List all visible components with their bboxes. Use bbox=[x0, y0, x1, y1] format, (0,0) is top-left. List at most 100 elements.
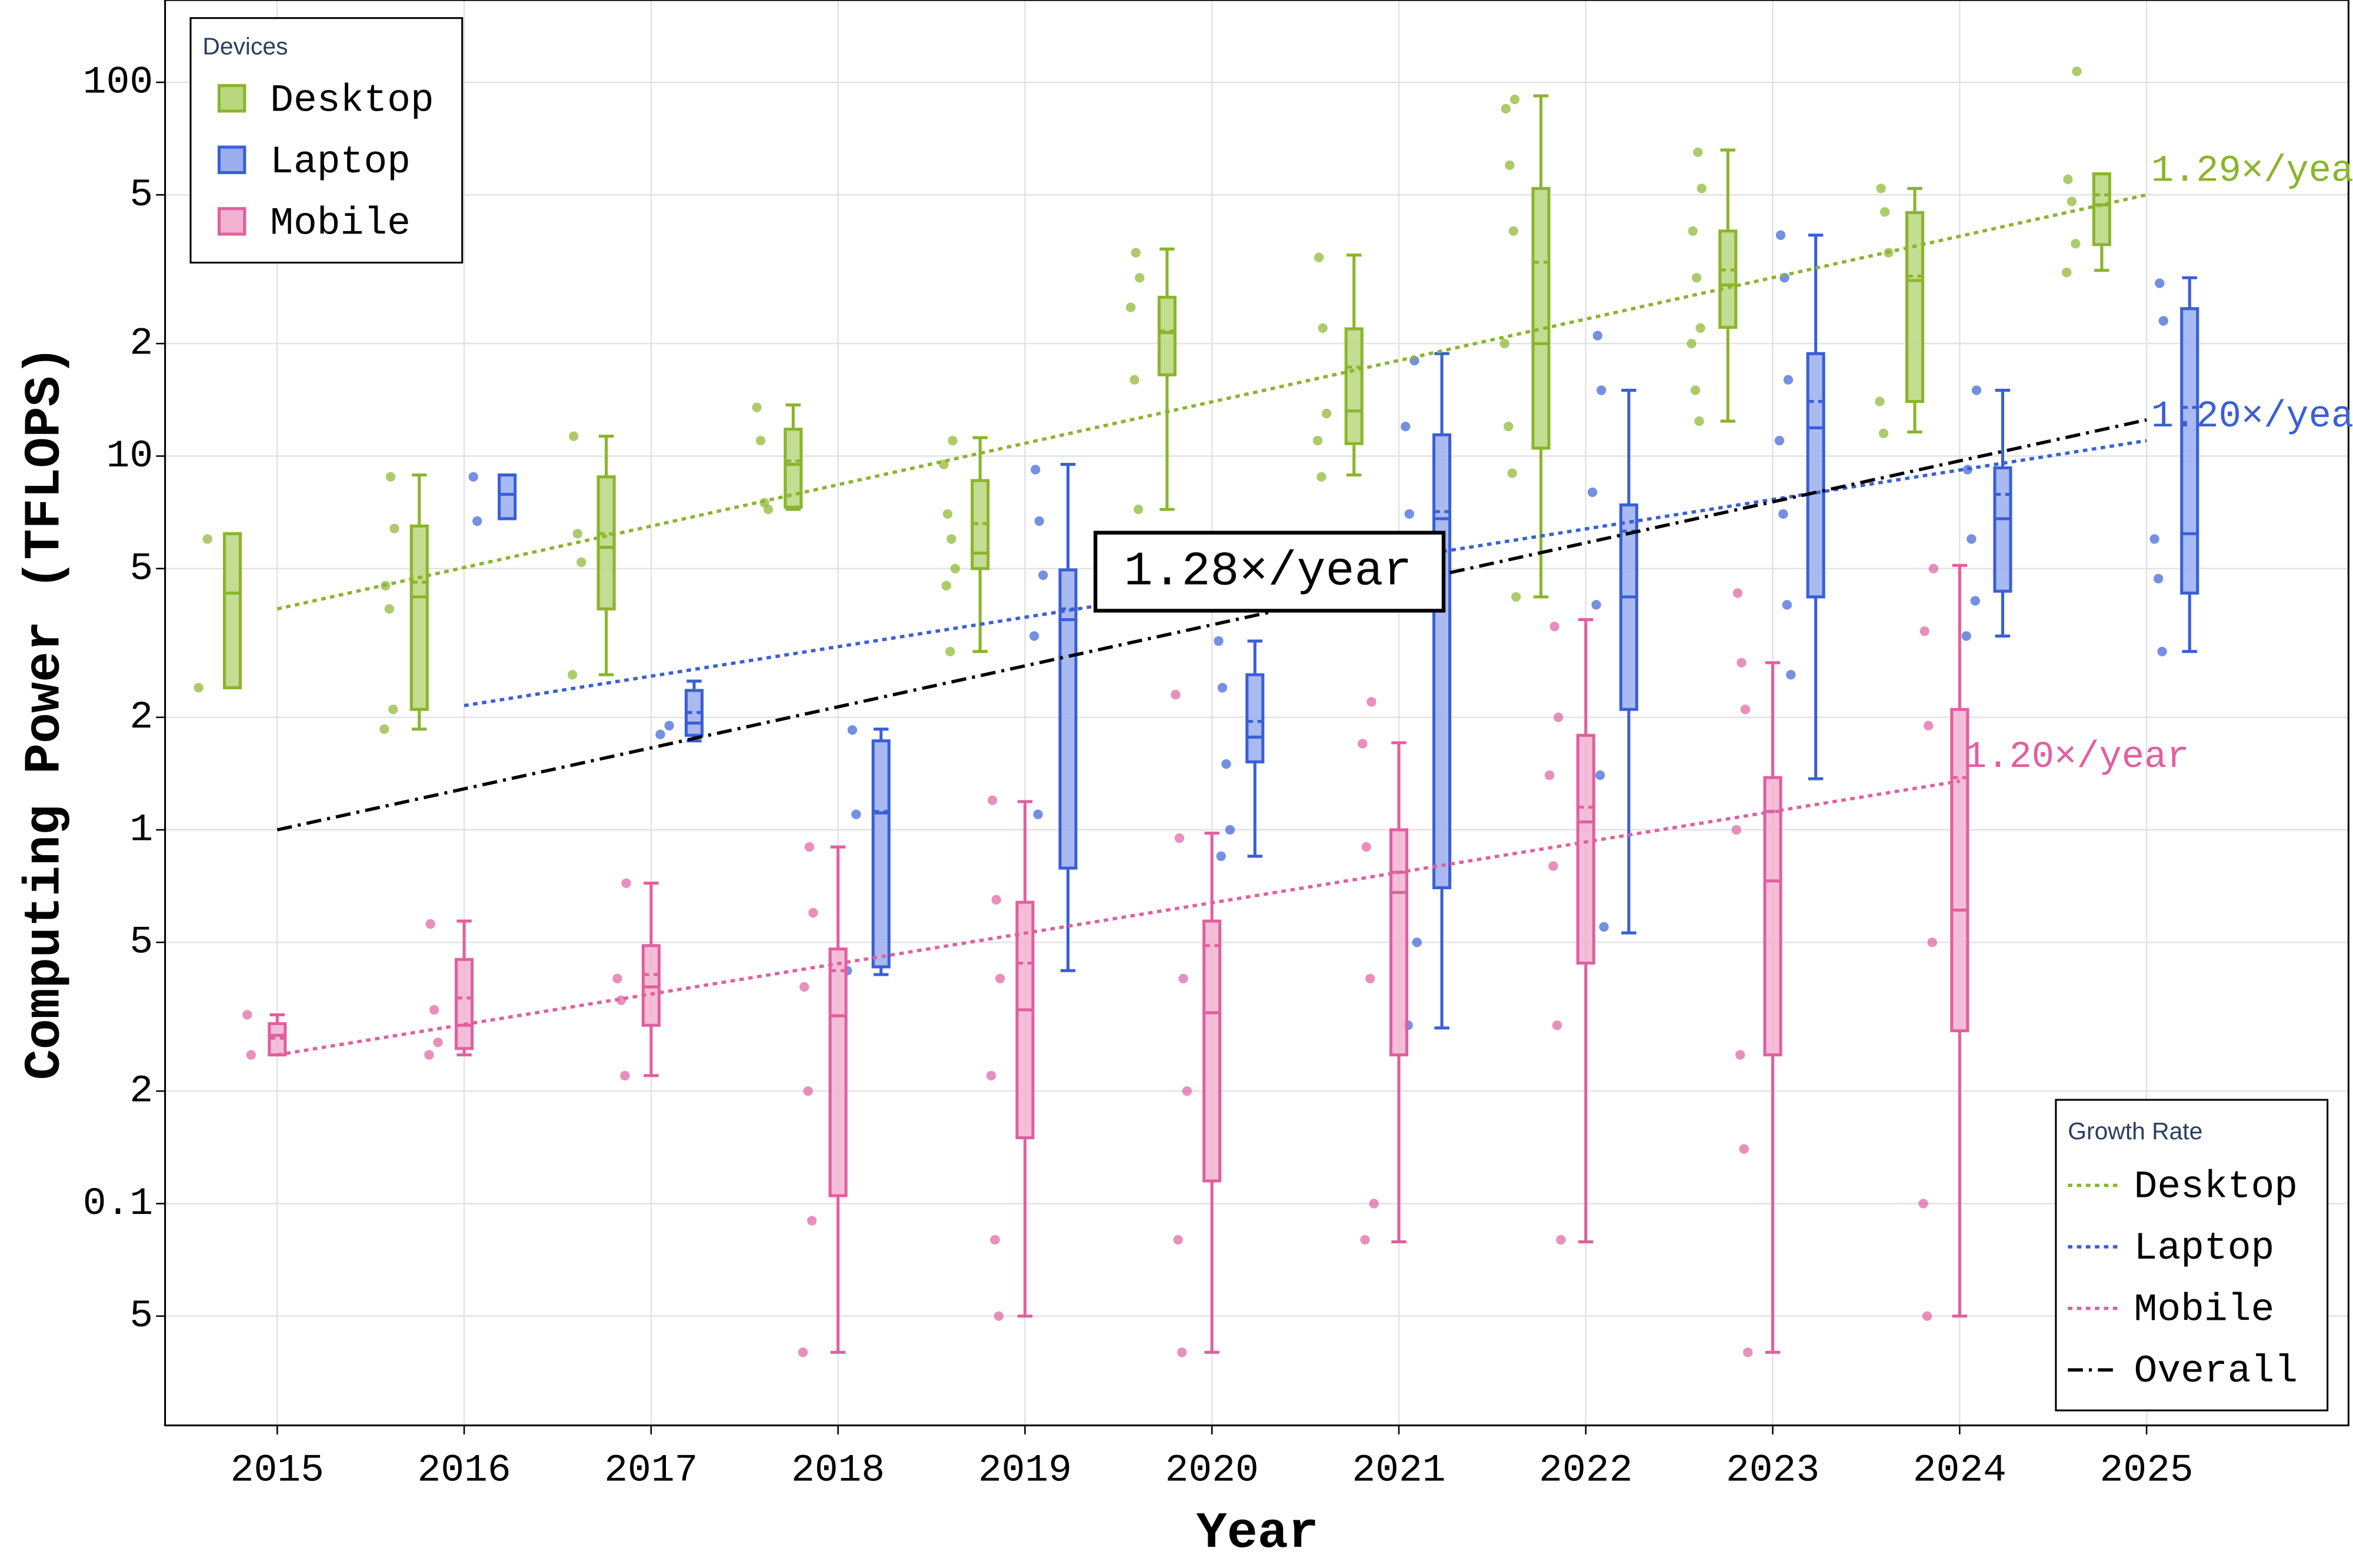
legend-swatch bbox=[217, 145, 246, 175]
data-point bbox=[804, 842, 815, 852]
data-point bbox=[763, 504, 774, 515]
data-point bbox=[1599, 922, 1609, 932]
data-point bbox=[1038, 570, 1048, 581]
data-point bbox=[1732, 588, 1743, 598]
legend-title: Devices bbox=[202, 33, 288, 60]
data-point bbox=[942, 509, 953, 519]
plot-border bbox=[164, 0, 2349, 1427]
data-point bbox=[991, 895, 1001, 905]
box bbox=[1245, 673, 1265, 763]
data-point bbox=[468, 472, 478, 482]
x-axis-title: Year bbox=[1197, 1505, 1319, 1563]
y-tick-label: 1 bbox=[129, 808, 153, 852]
data-point bbox=[1739, 1144, 1749, 1154]
data-point bbox=[1740, 705, 1751, 715]
data-point bbox=[946, 534, 956, 544]
data-point bbox=[1321, 408, 1332, 419]
y-tick-label: 5 bbox=[129, 173, 153, 217]
x-tick-label: 2023 bbox=[1726, 1449, 1819, 1493]
data-point bbox=[433, 1037, 443, 1047]
data-point bbox=[1511, 592, 1521, 602]
annotation-box bbox=[1093, 531, 1446, 613]
y-tick-label: 0.1 bbox=[83, 1182, 153, 1226]
data-point bbox=[1174, 833, 1185, 843]
x-tick-label: 2021 bbox=[1352, 1449, 1445, 1493]
data-point bbox=[1217, 683, 1228, 693]
data-point bbox=[429, 1005, 439, 1015]
data-point bbox=[1318, 323, 1328, 333]
data-point bbox=[1783, 375, 1794, 385]
data-point bbox=[1358, 739, 1368, 749]
data-point bbox=[1031, 465, 1041, 475]
data-point bbox=[1505, 160, 1515, 171]
data-point bbox=[990, 1235, 1000, 1245]
data-point bbox=[1587, 487, 1598, 498]
data-point bbox=[755, 435, 766, 446]
data-point bbox=[1177, 1347, 1187, 1357]
data-point bbox=[612, 973, 622, 983]
data-point bbox=[1173, 1235, 1183, 1245]
y-tick-label: 5 bbox=[129, 920, 153, 965]
data-point bbox=[1171, 689, 1181, 700]
data-point bbox=[1688, 226, 1698, 236]
data-point bbox=[1401, 421, 1411, 432]
data-point bbox=[572, 529, 582, 539]
data-point bbox=[1367, 697, 1377, 707]
box bbox=[1576, 733, 1595, 965]
box bbox=[409, 524, 429, 711]
data-point bbox=[950, 563, 961, 573]
legend-label: Mobile bbox=[2134, 1288, 2275, 1332]
data-point bbox=[472, 516, 482, 526]
data-point bbox=[1034, 516, 1044, 526]
legend-label: Overall bbox=[2134, 1349, 2298, 1393]
data-point bbox=[1591, 600, 1601, 610]
data-point bbox=[2157, 646, 2167, 656]
data-point bbox=[1597, 385, 1607, 395]
data-point bbox=[941, 581, 951, 590]
trend-label: 1.28×/year bbox=[1124, 545, 1412, 599]
series bbox=[468, 230, 2199, 1030]
series bbox=[242, 563, 1969, 1357]
data-point bbox=[425, 919, 435, 929]
trend-label: 1.29×/year bbox=[2151, 150, 2353, 192]
data-point bbox=[388, 705, 398, 715]
data-point bbox=[1214, 636, 1224, 646]
data-point bbox=[806, 1216, 817, 1226]
data-point bbox=[1556, 1235, 1566, 1245]
data-point bbox=[2158, 316, 2168, 326]
box bbox=[1950, 708, 1969, 1033]
data-point bbox=[1786, 670, 1796, 680]
data-point bbox=[798, 1347, 808, 1357]
data-point bbox=[1312, 435, 1323, 446]
data-point bbox=[1509, 94, 1520, 105]
data-point bbox=[847, 725, 858, 735]
legend-frame bbox=[2055, 1099, 2329, 1412]
data-point bbox=[945, 646, 955, 656]
data-point bbox=[2067, 196, 2077, 206]
data-point bbox=[2071, 239, 2081, 249]
data-point bbox=[1178, 973, 1188, 983]
data-point bbox=[1924, 720, 1934, 730]
x-tick-label: 2025 bbox=[2100, 1449, 2194, 1493]
data-point bbox=[202, 534, 212, 544]
data-point bbox=[1961, 631, 1971, 641]
data-point bbox=[1361, 842, 1371, 852]
box bbox=[1389, 828, 1409, 1057]
box bbox=[1619, 503, 1638, 711]
data-point bbox=[655, 729, 665, 739]
data-point bbox=[1694, 416, 1704, 426]
data-point bbox=[1135, 273, 1145, 283]
y-tick-label: 5 bbox=[129, 1294, 153, 1338]
data-point bbox=[1731, 825, 1741, 835]
data-point bbox=[1595, 770, 1605, 780]
data-point bbox=[1971, 385, 1982, 395]
data-point bbox=[1967, 534, 1977, 544]
data-point bbox=[803, 1086, 813, 1096]
data-point bbox=[2063, 174, 2073, 185]
box bbox=[498, 473, 517, 521]
data-point bbox=[1775, 230, 1786, 241]
data-point bbox=[621, 878, 631, 888]
data-point bbox=[799, 982, 809, 992]
data-point bbox=[2072, 66, 2082, 76]
data-point bbox=[1774, 435, 1785, 446]
